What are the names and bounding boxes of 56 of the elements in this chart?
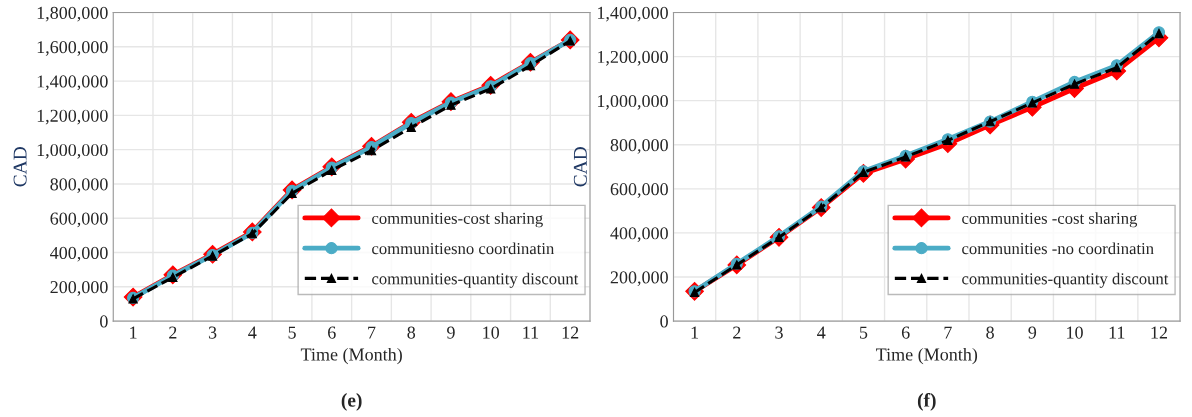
legend-label: communities-quantity discount [962, 272, 1169, 288]
y-tick-label: 1,400,000 [597, 6, 668, 22]
y-tick-label: 800,000 [50, 178, 108, 193]
x-tick-label: 3 [208, 326, 217, 339]
y-tick-label: 0 [100, 315, 108, 328]
y-tick-label: 200,000 [50, 281, 108, 296]
legend-label: communitiesno coordinatin [372, 242, 555, 255]
y-axis-title: CAD [13, 147, 27, 187]
legend-label: communities-cost sharing [372, 212, 543, 228]
text: (f) [917, 392, 936, 411]
x-axis-title: Time (Month) [876, 347, 978, 365]
x-tick-label: 6 [901, 326, 910, 339]
x-tick-label: 10 [483, 326, 500, 339]
text: (e) [341, 393, 362, 411]
x-tick-label: 1 [130, 326, 137, 339]
legend-label: communities -cost sharing [962, 212, 1138, 228]
x-tick-label: 12 [1151, 326, 1167, 339]
x-tick-label: 7 [368, 326, 376, 339]
y-tick-label: 1,200,000 [37, 109, 108, 125]
x-tick-label: 8 [986, 326, 994, 339]
y-tick-label: 1,800,000 [37, 6, 108, 22]
x-tick-label: 2 [733, 326, 741, 339]
x-tick-label: 9 [447, 326, 455, 339]
y-tick-label: 1,400,000 [37, 75, 108, 91]
x-axis-title: Time (Month) [300, 347, 402, 365]
x-tick-label: 7 [944, 326, 952, 339]
legend-label: communities -no coordinatin [962, 242, 1154, 255]
x-tick-label: 10 [1067, 326, 1083, 339]
x-tick-label: 3 [775, 326, 783, 339]
y-tick-label: 800,000 [610, 139, 668, 154]
x-tick-label: 2 [169, 326, 177, 339]
x-tick-label: 1 [691, 326, 699, 339]
x-tick-label: 6 [328, 326, 336, 339]
y-axis-title: CAD [573, 147, 587, 187]
y-tick-label: 1,000,000 [597, 94, 668, 110]
x-tick-label: 4 [817, 326, 826, 339]
point [406, 122, 416, 133]
point [1069, 79, 1080, 89]
x-tick-label: 9 [1028, 326, 1037, 339]
legend-label: communities-quantity discount [372, 272, 579, 288]
x-tick-label: 8 [407, 326, 416, 339]
x-tick-label: 11 [1109, 326, 1125, 339]
y-tick-label: 0 [660, 315, 668, 328]
y-tick-label: 200,000 [610, 271, 668, 287]
x-tick-label: 4 [248, 326, 257, 339]
x-tick-label: 12 [562, 326, 579, 339]
x-tick-label: 5 [859, 326, 868, 339]
y-tick-label: 1,600,000 [37, 41, 108, 56]
y-tick-label: 1,200,000 [597, 50, 668, 66]
y-tick-label: 600,000 [50, 212, 108, 228]
y-tick-label: 400,000 [50, 246, 108, 262]
x-tick-label: 5 [288, 326, 296, 339]
y-tick-label: 1,000,000 [37, 143, 108, 159]
x-tick-label: 11 [523, 326, 539, 339]
y-tick-label: 400,000 [610, 227, 668, 242]
y-tick-label: 600,000 [610, 183, 668, 198]
